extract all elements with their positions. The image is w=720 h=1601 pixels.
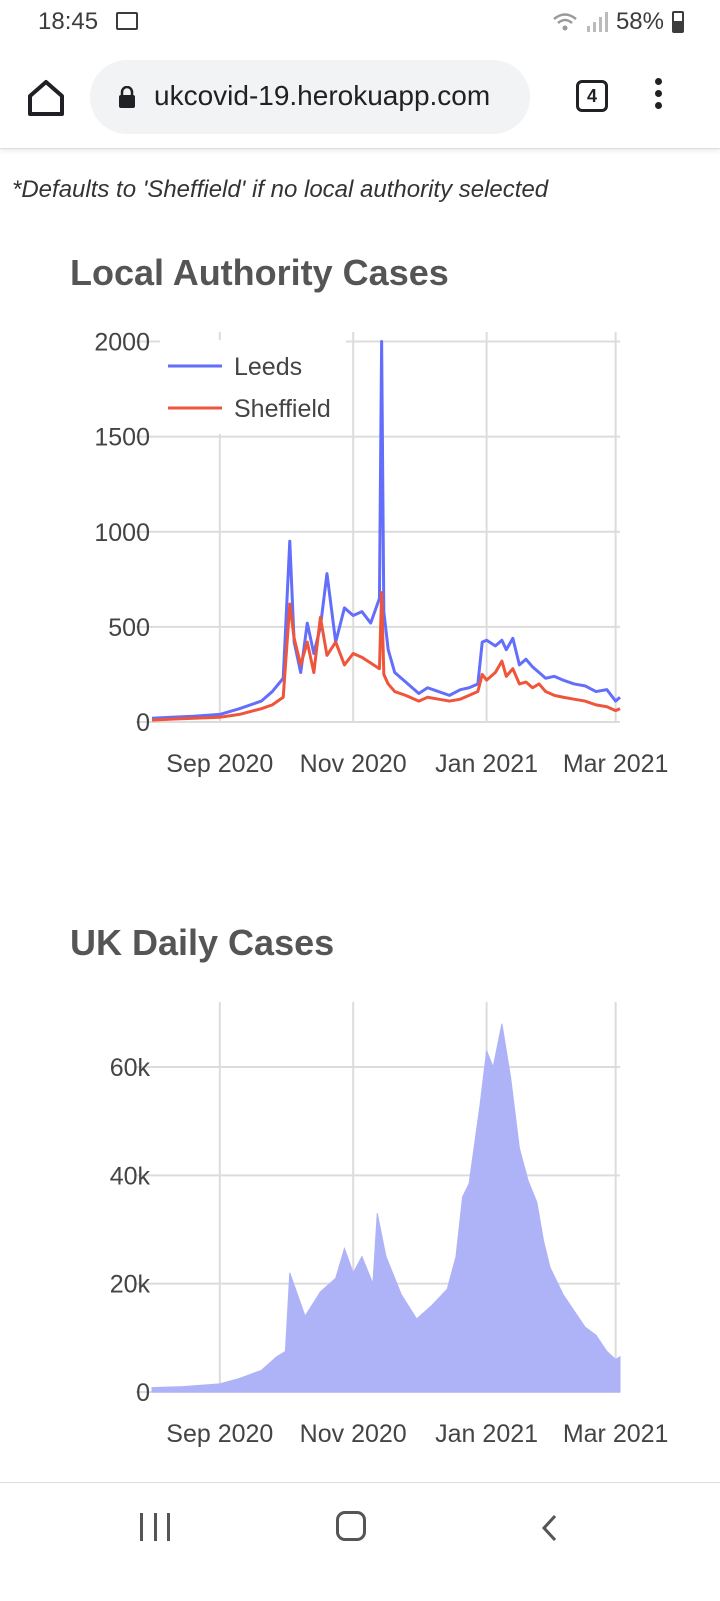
legend-item-label: Leeds (234, 353, 302, 381)
tab-switcher-button[interactable]: 4 (576, 80, 608, 112)
wifi-icon (553, 13, 577, 31)
x-tick-label: Jan 2021 (435, 750, 538, 778)
series-area (151, 1023, 621, 1393)
local-authority-chart: 0 500 1000 1500 2000 Sep 2020 Nov 2020 Jan 2021… (94, 329, 669, 778)
more-options-button[interactable] (652, 78, 664, 118)
chart-grid (136, 332, 620, 723)
lock-icon (119, 86, 135, 108)
system-nav-bar (0, 1482, 720, 1601)
y-tick-label: 1500 (94, 424, 150, 452)
x-tick-label: Jan 2021 (435, 1420, 538, 1448)
y-tick-label: 0 (136, 709, 150, 737)
status-bar: 18:45 58% (0, 0, 720, 44)
status-time: 18:45 (38, 8, 99, 35)
back-button[interactable] (538, 1513, 562, 1543)
url-text: ukcovid-19.herokuapp.com (154, 80, 491, 111)
x-tick-label: Nov 2020 (300, 750, 407, 778)
y-tick-label: 40k (110, 1162, 151, 1190)
recents-icon (140, 1513, 143, 1541)
uk-chart-title: UK Daily Cases (70, 922, 335, 963)
legend-item-label: Sheffield (234, 395, 331, 423)
local-chart-title: Local Authority Cases (70, 252, 449, 293)
legend-background (160, 340, 346, 434)
x-tick-label: Sep 2020 (166, 1420, 273, 1448)
y-tick-label: 500 (108, 614, 150, 642)
back-icon (541, 1514, 557, 1542)
y-tick-label: 0 (136, 1379, 150, 1407)
dot-icon (654, 102, 662, 109)
x-tick-label: Nov 2020 (300, 1420, 407, 1448)
x-tick-label: Mar 2021 (563, 750, 669, 778)
home-button[interactable] (22, 76, 70, 120)
y-tick-label: 2000 (94, 329, 150, 357)
default-note: *Defaults to 'Sheffield' if no local aut… (12, 176, 549, 203)
signal-icon (586, 12, 608, 32)
browser-toolbar: ukcovid-19.herokuapp.com 4 (0, 44, 720, 149)
y-tick-label: 20k (110, 1271, 151, 1299)
uk-daily-chart: 0 20k 40k 60k Sep 2020 Nov 2020 Jan 2021 Mar 20… (110, 1002, 669, 1448)
home-icon (28, 80, 64, 116)
battery-percent: 58% (615, 8, 664, 35)
x-tick-label: Sep 2020 (166, 750, 273, 778)
gallery-notification-icon (116, 12, 138, 30)
x-tick-label: Mar 2021 (563, 1420, 669, 1448)
y-tick-label: 1000 (94, 519, 150, 547)
address-bar[interactable]: ukcovid-19.herokuapp.com (90, 60, 530, 134)
chart-legend[interactable]: Leeds Sheffield (160, 340, 346, 434)
status-indicators: 58% (552, 8, 684, 36)
battery-icon (672, 11, 684, 33)
dot-icon (654, 90, 662, 97)
dot-icon (654, 78, 662, 85)
recents-button[interactable] (140, 1513, 170, 1541)
nav-home-button[interactable] (336, 1511, 366, 1541)
series-line-leeds (151, 340, 621, 720)
y-tick-label: 60k (110, 1054, 151, 1082)
series-line-sheffield (151, 591, 621, 722)
